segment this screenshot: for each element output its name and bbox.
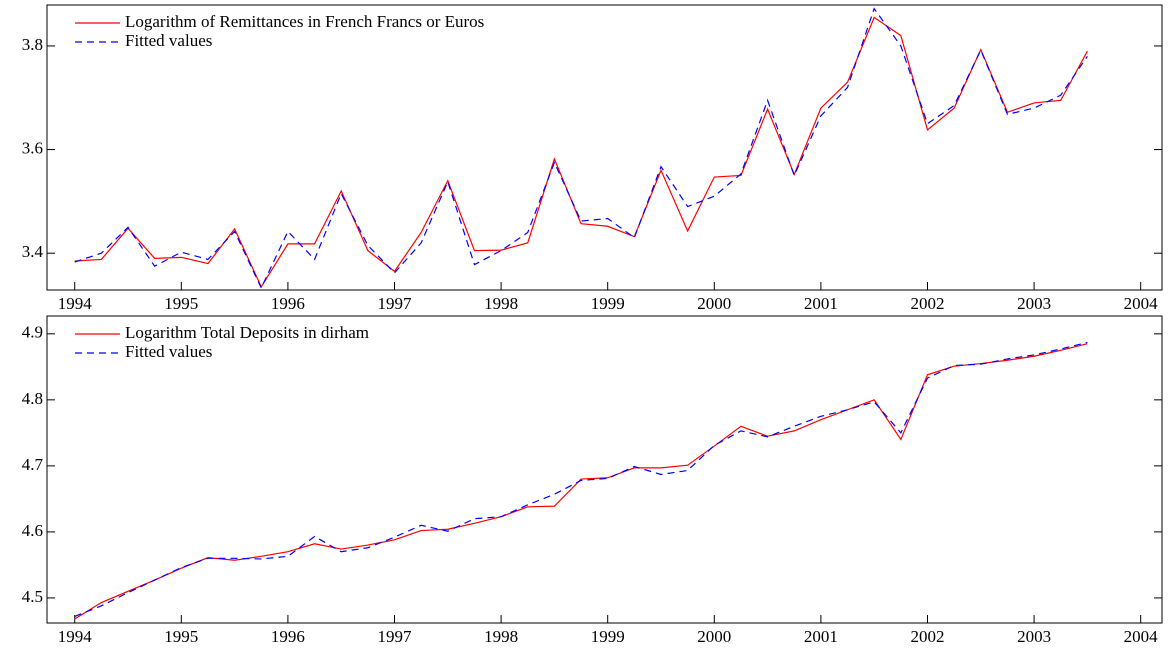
x-tick-label: 1995 [164,627,198,646]
x-tick-label: 2001 [804,294,838,313]
series-line [74,343,1088,620]
x-tick-label: 2004 [1124,627,1159,646]
legend-label: Logarithm Total Deposits in dirham [125,323,369,342]
y-tick-label: 4.5 [22,587,43,606]
y-tick-label: 3.6 [22,138,43,157]
x-tick-label: 1998 [484,627,518,646]
x-tick-label: 1998 [484,294,518,313]
plot-frame [46,315,1163,624]
x-tick-label: 1995 [164,294,198,313]
legend-label: Fitted values [125,342,212,361]
x-tick-label: 1994 [58,294,93,313]
x-tick-label: 1996 [271,294,305,313]
x-tick-label: 1999 [591,294,625,313]
plot-frame [46,4,1163,291]
x-tick-label: 2003 [1017,627,1051,646]
y-tick-label: 3.4 [22,242,44,261]
x-tick-label: 1997 [378,294,413,313]
series-line [74,341,1088,617]
y-tick-label: 4.8 [22,389,43,408]
x-tick-label: 2000 [697,294,731,313]
x-tick-label: 2001 [804,627,838,646]
legend-label: Fitted values [125,31,212,50]
x-tick-label: 1994 [58,627,93,646]
y-tick-label: 3.8 [22,35,43,54]
y-tick-label: 4.6 [22,521,43,540]
x-tick-label: 2004 [1124,294,1159,313]
x-tick-label: 2002 [910,627,944,646]
x-tick-label: 1996 [271,627,305,646]
x-tick-label: 1997 [378,627,413,646]
x-tick-label: 2002 [910,294,944,313]
series-line [74,16,1088,289]
x-tick-label: 1999 [591,627,625,646]
y-tick-label: 4.9 [22,323,43,342]
x-tick-label: 2003 [1017,294,1051,313]
y-tick-label: 4.7 [22,455,44,474]
series-line [74,7,1088,290]
legend-label: Logarithm of Remittances in French Franc… [125,12,484,31]
x-tick-label: 2000 [697,627,731,646]
